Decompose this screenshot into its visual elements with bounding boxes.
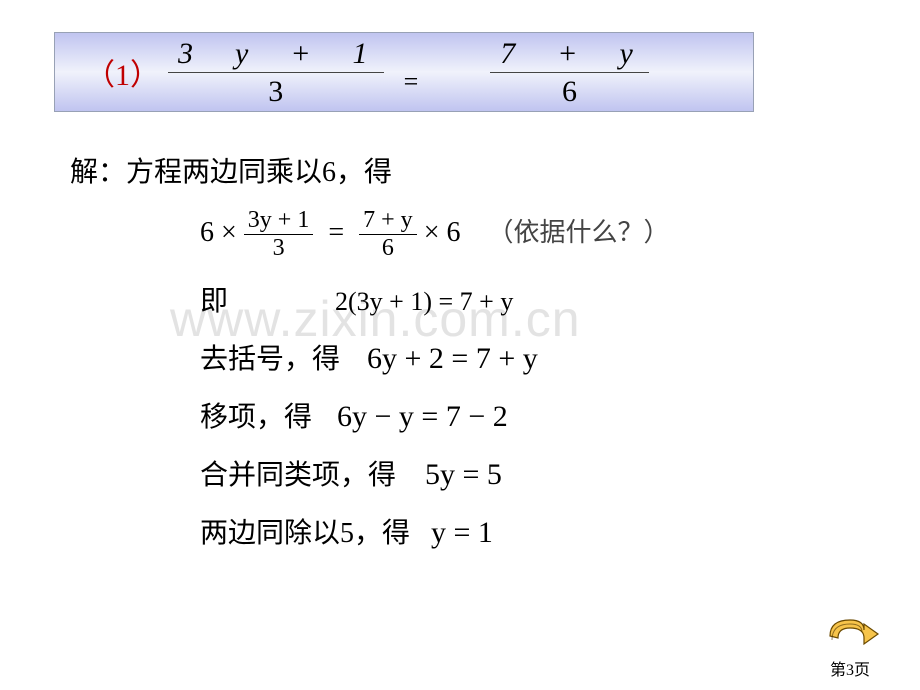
fraction-1-denominator: 3 [268, 73, 283, 108]
fraction-2-numerator: 7 + y [490, 37, 649, 73]
small-frac-1: 3y + 1 3 [244, 208, 314, 261]
solution-line-2: 6 × 3y + 1 3 = 7 + y 6 × 6 （依据什么？） [200, 208, 850, 261]
solution-line-3: 即 2(3y + 1) = 7 + y [200, 279, 850, 319]
line4-math: 6y + 2 = 7 + y [367, 342, 538, 375]
times-2: × [424, 217, 440, 248]
small-frac-2: 7 + y 6 [359, 208, 417, 261]
line5-math: 6y − y = 7 − 2 [337, 400, 508, 433]
six-1: 6 [200, 217, 214, 248]
line7-math: y = 1 [431, 516, 493, 549]
line3-math: 2(3y + 1) = 7 + y [335, 287, 513, 316]
page-number: 第3页 [830, 656, 870, 680]
solution-block: 解：方程两边同乘以6，得 6 × 3y + 1 3 = 7 + y 6 × 6 … [70, 150, 850, 569]
small-frac-2-num: 7 + y [359, 208, 417, 235]
small-frac-2-den: 6 [382, 235, 394, 261]
line4-label: 去括号，得 [200, 344, 340, 375]
line7-label: 两边同除以5，得 [200, 518, 410, 549]
line3-label: 即 [200, 286, 228, 317]
fraction-1-numerator: 3 y + 1 [168, 37, 384, 73]
small-frac-1-den: 3 [273, 235, 285, 261]
solution-line-5: 移项，得 6y − y = 7 − 2 [200, 395, 850, 435]
six-2: 6 [446, 217, 460, 248]
fraction-2: 7 + y 6 [490, 37, 649, 108]
solution-line-4: 去括号，得 6y + 2 = 7 + y [200, 337, 850, 377]
equals-2: = [328, 217, 344, 248]
note-text: （依据什么？） [487, 218, 669, 247]
line5-label: 移项，得 [200, 402, 312, 433]
fraction-1: 3 y + 1 3 [168, 37, 384, 108]
problem-number: （1） [85, 50, 160, 94]
times-1: × [221, 217, 237, 248]
line6-label: 合并同类项，得 [200, 460, 396, 491]
fraction-2-denominator: 6 [562, 73, 577, 108]
solution-line-1: 解：方程两边同乘以6，得 [70, 150, 850, 190]
solution-line-6: 合并同类项，得 5y = 5 [200, 453, 850, 493]
solution-line-7: 两边同除以5，得 y = 1 [200, 511, 850, 551]
small-frac-1-num: 3y + 1 [244, 208, 314, 235]
equation-header-box: （1） 3 y + 1 3 = 7 + y 6 [54, 32, 754, 112]
equals-sign: = [404, 67, 419, 97]
line6-math: 5y = 5 [425, 458, 502, 491]
curved-arrow-icon [824, 610, 880, 654]
